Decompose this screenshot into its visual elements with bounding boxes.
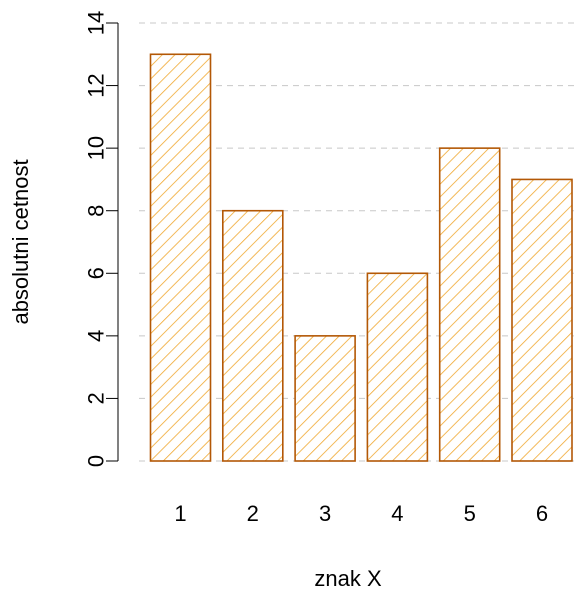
y-axis-label: absolutni cetnost — [8, 159, 33, 324]
x-tick-label: 4 — [391, 501, 403, 526]
x-tick-label: 3 — [319, 501, 331, 526]
bar — [511, 178, 573, 462]
y-tick-label: 0 — [84, 455, 109, 467]
x-tick-label: 2 — [247, 501, 259, 526]
bars — [149, 53, 573, 462]
x-tick-label: 5 — [464, 501, 476, 526]
y-tick-label: 12 — [84, 73, 109, 97]
bar — [438, 147, 501, 462]
y-tick-label: 2 — [84, 392, 109, 404]
y-tick-label: 8 — [84, 205, 109, 217]
bar — [294, 335, 356, 462]
x-tick-label: 6 — [536, 501, 548, 526]
y-tick-label: 6 — [84, 267, 109, 279]
x-tick-label: 1 — [174, 501, 186, 526]
bar — [366, 272, 429, 462]
bar — [222, 209, 284, 462]
y-tick-label: 10 — [84, 136, 109, 160]
x-axis-label: znak X — [314, 566, 382, 591]
x-tick-labels: 1 2 3 4 5 6 — [174, 501, 548, 526]
grid-lines — [139, 22, 576, 462]
y-axis: 0 2 4 6 8 10 12 14 — [84, 11, 119, 467]
bar — [149, 53, 212, 462]
y-tick-label: 4 — [84, 330, 109, 342]
y-tick-label: 14 — [84, 11, 109, 35]
